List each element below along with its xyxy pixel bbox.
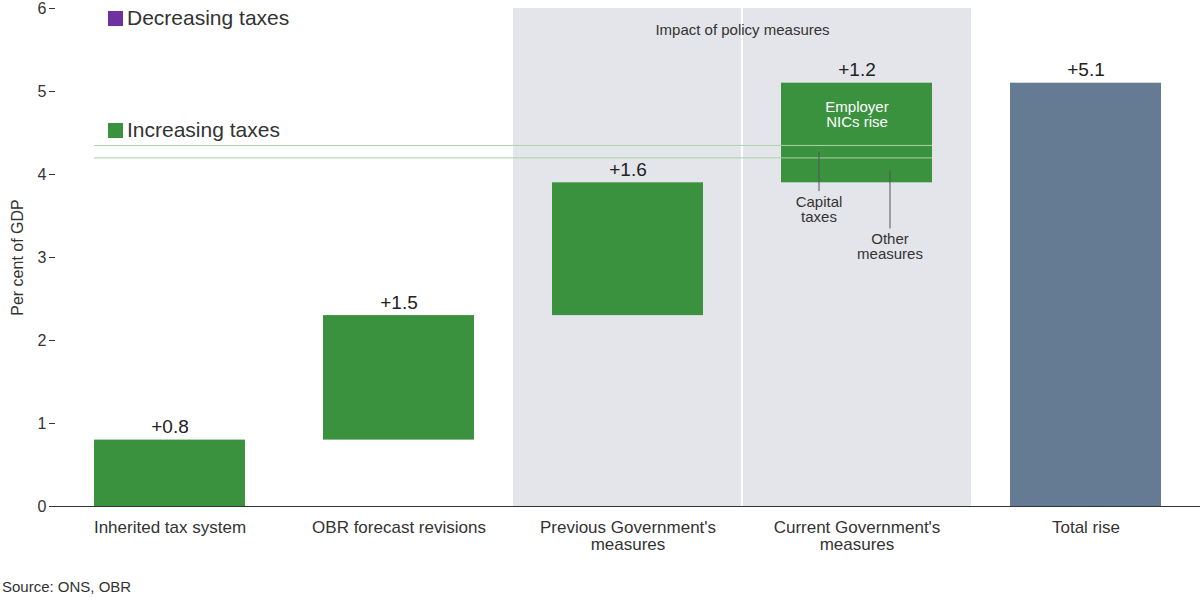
svg-text:Impact of policy measures: Impact of policy measures: [655, 21, 829, 38]
svg-text:OBR forecast revisions: OBR forecast revisions: [312, 518, 486, 537]
svg-text:1: 1: [38, 415, 47, 432]
svg-text:Total rise: Total rise: [1052, 518, 1120, 537]
svg-text:5: 5: [38, 83, 47, 100]
svg-text:2: 2: [38, 332, 47, 349]
html-text:Decreasing taxes: Decreasing taxes: [127, 6, 290, 29]
svg-text:3: 3: [38, 249, 47, 266]
svg-text:+1.5: +1.5: [380, 292, 418, 313]
svg-text:Othermeasures: Othermeasures: [857, 230, 923, 262]
svg-text:Current Government'smeasures: Current Government'smeasures: [774, 518, 941, 554]
svg-text:Per cent of GDP: Per cent of GDP: [9, 199, 26, 316]
svg-text:+0.8: +0.8: [151, 416, 189, 437]
svg-text:Capitaltaxes: Capitaltaxes: [796, 193, 843, 225]
svg-text:EmployerNICs rise: EmployerNICs rise: [825, 98, 888, 130]
svg-text:4: 4: [38, 166, 47, 183]
svg-text:+1.6: +1.6: [609, 159, 647, 180]
svg-text:+1.2: +1.2: [838, 59, 876, 80]
svg-text:Inherited tax system: Inherited tax system: [94, 518, 246, 537]
html-text:Increasing taxes: Increasing taxes: [127, 118, 280, 141]
svg-text:6: 6: [38, 0, 47, 17]
svg-text:Previous Government'smeasures: Previous Government'smeasures: [540, 518, 716, 554]
svg-text:0: 0: [38, 498, 47, 515]
svg-text:+5.1: +5.1: [1067, 59, 1105, 80]
html-text:Source: ONS, OBR: Source: ONS, OBR: [2, 578, 132, 595]
